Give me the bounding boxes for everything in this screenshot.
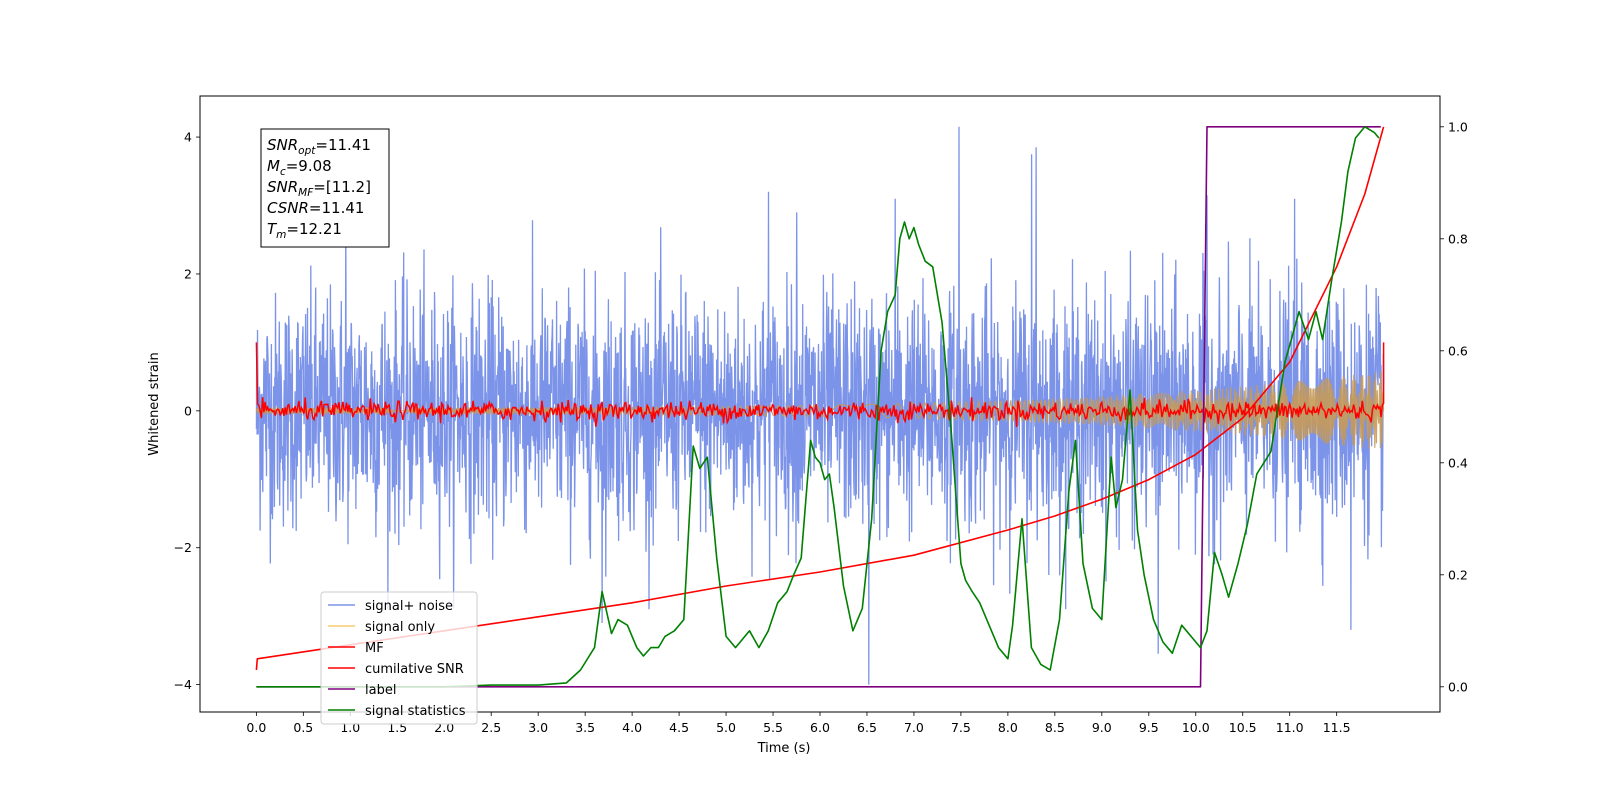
x-axis-label: Time (s) — [757, 741, 811, 756]
x-tick-label: 3.0 — [528, 720, 548, 735]
legend-entry-label: cumilative SNR — [365, 662, 464, 677]
y2-tick-label: 1.0 — [1448, 119, 1468, 134]
x-tick-label: 4.5 — [669, 720, 689, 735]
y2-tick-label: 0.0 — [1448, 679, 1468, 694]
y-axis-label: Whitened strain — [147, 352, 162, 455]
series-label-line — [256, 126, 1381, 688]
y2-tick-label: 0.4 — [1448, 455, 1468, 470]
legend-entry-label: signal only — [365, 620, 435, 635]
y2-tick-label: 0.8 — [1448, 231, 1468, 246]
x-tick-label: 7.0 — [904, 720, 924, 735]
x-tick-label: 6.0 — [810, 720, 830, 735]
series-signal-statistics-line — [256, 126, 1380, 688]
x-tick-label: 10.0 — [1182, 720, 1210, 735]
x-tick-label: 4.0 — [622, 720, 642, 735]
y-tick-label: 0 — [184, 403, 192, 418]
y-tick-label: −4 — [174, 677, 192, 692]
x-tick-label: 9.0 — [1092, 720, 1112, 735]
x-tick-label: 11.5 — [1323, 720, 1351, 735]
x-tick-label: 8.5 — [1045, 720, 1065, 735]
x-tick-label: 9.5 — [1139, 720, 1159, 735]
y2-tick-label: 0.2 — [1448, 567, 1468, 582]
y-tick-label: 4 — [184, 130, 192, 145]
x-tick-label: 3.5 — [575, 720, 595, 735]
series-mf-line — [255, 342, 1385, 428]
legend-frame — [320, 591, 478, 725]
x-tick-label: 2.5 — [481, 720, 501, 735]
legend: signal+ noise signal only MF cumilative SNR… — [320, 591, 478, 725]
x-tick-label: 5.0 — [716, 720, 736, 735]
x-tick-label: 0.5 — [293, 720, 313, 735]
annotation-frame — [260, 128, 390, 248]
legend-entry-label: label — [365, 683, 396, 698]
annotation-line: SNRopt=11.41 — [267, 136, 371, 157]
annotation-box: SNRopt=11.41Mc=9.08SNRMF=[11.2]CSNR=11.4… — [260, 128, 390, 248]
x-tick-label: 7.5 — [951, 720, 971, 735]
annotation-line: Mc=9.08 — [267, 157, 332, 178]
annotation-line: SNRMF=[11.2] — [267, 178, 371, 199]
annotation-line: Tm=12.21 — [267, 220, 342, 241]
x-tick-label: 8.0 — [998, 720, 1018, 735]
x-tick-label: 10.5 — [1229, 720, 1257, 735]
annotation-line: CSNR=11.41 — [267, 199, 364, 217]
x-tick-label: 5.5 — [763, 720, 783, 735]
legend-entry-label: MF — [365, 641, 384, 656]
y-tick-label: −2 — [174, 540, 192, 555]
y-tick-label: 2 — [184, 266, 192, 281]
legend-entry-label: signal statistics — [365, 704, 466, 719]
y2-tick-label: 0.6 — [1448, 343, 1468, 358]
x-tick-label: 0.0 — [246, 720, 266, 735]
x-tick-label: 6.5 — [857, 720, 877, 735]
x-tick-label: 11.0 — [1276, 720, 1304, 735]
legend-entry-label: signal+ noise — [365, 599, 453, 614]
